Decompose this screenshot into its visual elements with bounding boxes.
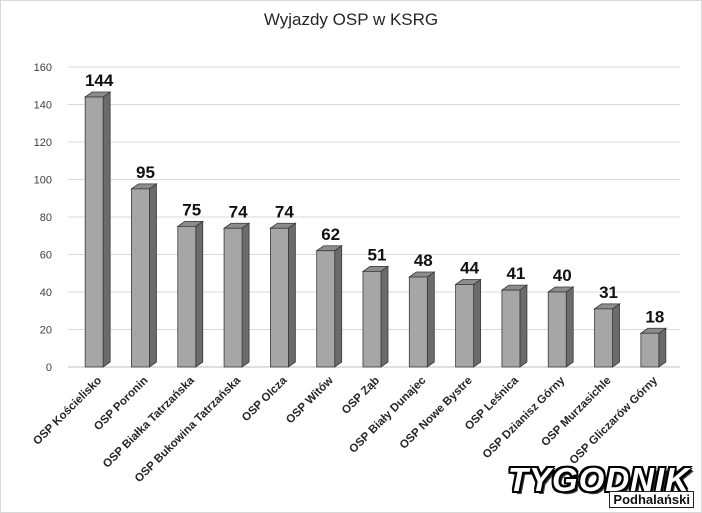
data-label: 41	[506, 264, 525, 283]
y-tick-label: 160	[34, 62, 52, 74]
data-label: 31	[599, 283, 618, 302]
bar-front	[84, 96, 104, 368]
bar-front	[131, 188, 150, 368]
data-label: 44	[460, 259, 479, 278]
bar	[408, 271, 436, 368]
bar-side	[473, 278, 482, 368]
bar-side	[241, 222, 250, 368]
x-tick-label: OSP Olcza	[240, 374, 290, 424]
bar	[454, 278, 482, 368]
bar-front	[408, 276, 428, 368]
bar	[83, 91, 112, 368]
bar-side	[565, 286, 574, 368]
chart-title: Wyjazdy OSP w KSRG	[263, 10, 439, 29]
bar-side	[334, 244, 343, 368]
data-labels: 144 95 75 74 74 62 51 48 44 41 40 31 18	[85, 71, 664, 326]
bar-front	[316, 250, 336, 368]
x-tick-label: OSP Ząb	[340, 375, 382, 417]
bars	[83, 91, 668, 368]
y-tick-label: 60	[40, 250, 52, 262]
data-label: 95	[136, 163, 155, 182]
bar	[315, 244, 343, 368]
bar-front	[362, 270, 382, 368]
x-tick-label: OSP Biały Dunajec	[347, 374, 429, 456]
bar-front	[547, 291, 567, 368]
bar-side	[426, 271, 435, 368]
x-tick-label: OSP Witów	[284, 375, 336, 427]
bar	[593, 303, 621, 368]
watermark-sub: Podhalański	[609, 491, 694, 508]
y-tick-label: 0	[46, 362, 52, 374]
bar-front	[177, 225, 197, 368]
bar	[176, 220, 205, 368]
y-tick-label: 80	[40, 212, 52, 224]
x-tick-label: OSP Białka Tatrzańska	[101, 374, 197, 470]
bar	[269, 222, 297, 368]
data-label: 75	[182, 200, 201, 219]
bar-front	[269, 227, 289, 368]
y-tick-label: 40	[40, 287, 52, 299]
bar-front	[455, 284, 475, 368]
bar-side	[612, 303, 620, 368]
data-label: 62	[321, 225, 340, 244]
bar	[546, 286, 575, 368]
bar	[222, 222, 251, 368]
data-label: 74	[275, 202, 294, 221]
data-label: 74	[229, 202, 248, 221]
bar-front	[640, 332, 660, 368]
y-tick-label: 100	[34, 175, 52, 187]
bar-side	[658, 327, 667, 368]
bar-side	[519, 284, 528, 368]
bar-side	[195, 220, 204, 368]
y-tick-label: 120	[34, 137, 52, 149]
bar-side	[287, 222, 296, 368]
data-label: 51	[368, 245, 387, 264]
bar	[361, 265, 390, 368]
x-tick-label: OSP Dzianisz Górny	[481, 374, 568, 461]
data-label: 144	[85, 71, 114, 90]
bar-front	[501, 289, 521, 368]
data-label: 48	[414, 251, 433, 270]
bar-front	[594, 308, 613, 368]
bar	[500, 284, 529, 368]
bar-side	[380, 265, 389, 368]
bar-side	[149, 183, 157, 368]
y-axis-ticks: 0 20 40 60 80 100 120 140 160	[34, 62, 52, 374]
bar-front	[223, 227, 243, 368]
y-tick-label: 140	[34, 100, 52, 112]
y-tick-label: 20	[40, 325, 52, 337]
data-label: 40	[553, 266, 572, 285]
x-tick-label: OSP Gliczarów Górny	[568, 374, 661, 467]
x-tick-label: OSP Kościelisko	[31, 375, 104, 448]
bar	[639, 327, 668, 368]
data-label: 18	[645, 307, 664, 326]
bar	[130, 183, 158, 368]
watermark-logo: TYGODNIK Podhalański	[508, 461, 694, 508]
bar-side	[102, 91, 111, 368]
